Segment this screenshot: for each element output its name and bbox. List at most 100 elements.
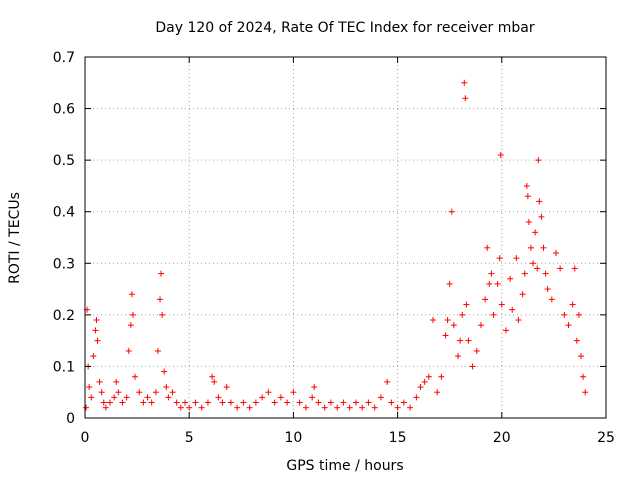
data-point — [461, 79, 468, 86]
data-point — [463, 301, 470, 308]
data-point — [340, 399, 347, 406]
data-point — [102, 404, 109, 411]
data-point — [434, 389, 441, 396]
data-point — [455, 353, 462, 360]
data-point — [132, 373, 139, 380]
data-point — [152, 389, 159, 396]
data-point — [486, 280, 493, 287]
data-point — [311, 384, 318, 391]
data-point — [165, 394, 172, 401]
data-point — [459, 311, 466, 318]
data-point — [204, 399, 211, 406]
data-point — [450, 322, 457, 329]
x-tick-label: 10 — [284, 430, 302, 446]
data-point — [484, 244, 491, 251]
data-point — [113, 378, 120, 385]
data-point — [93, 317, 100, 324]
data-point — [524, 193, 531, 200]
data-point — [240, 399, 247, 406]
data-point — [538, 213, 545, 220]
data-point — [544, 286, 551, 293]
data-point — [488, 270, 495, 277]
data-point — [290, 389, 297, 396]
data-point — [302, 404, 309, 411]
x-tick-label: 0 — [81, 430, 90, 446]
data-point — [127, 322, 134, 329]
data-point — [186, 404, 193, 411]
data-point — [90, 353, 97, 360]
data-point — [394, 404, 401, 411]
data-point — [161, 368, 168, 375]
data-point — [271, 399, 278, 406]
data-point — [496, 255, 503, 262]
axes-layer: 0 0.1 0.2 0.3 0.4 0.5 0.6 0.7 0 5 10 15 20 25 — [53, 50, 615, 446]
data-point — [527, 244, 534, 251]
data-point — [346, 404, 353, 411]
data-point — [157, 296, 164, 303]
y-tick-label: 0.7 — [53, 50, 75, 66]
data-point — [509, 306, 516, 313]
data-point — [490, 311, 497, 318]
data-point — [209, 373, 216, 380]
data-point — [198, 404, 205, 411]
y-tick-label: 0 — [66, 411, 75, 427]
data-point — [321, 404, 328, 411]
data-point — [327, 399, 334, 406]
data-point — [513, 255, 520, 262]
y-tick-label: 0.2 — [53, 308, 75, 324]
data-point — [515, 317, 522, 324]
data-point — [144, 394, 151, 401]
x-tick-label: 25 — [597, 430, 615, 446]
data-point — [534, 265, 541, 272]
data-point — [211, 378, 218, 385]
data-point — [352, 399, 359, 406]
data-point — [315, 399, 322, 406]
data-point — [523, 182, 530, 189]
y-tick-label: 0.6 — [53, 102, 75, 118]
data-point — [535, 157, 542, 164]
data-point — [219, 399, 226, 406]
data-point — [465, 337, 472, 344]
data-point — [482, 296, 489, 303]
data-point — [540, 244, 547, 251]
data-point — [365, 399, 372, 406]
data-point — [525, 219, 532, 226]
data-point — [296, 399, 303, 406]
data-point — [498, 301, 505, 308]
data-point — [128, 291, 135, 298]
y-tick-label: 0.3 — [53, 256, 75, 272]
data-point — [277, 394, 284, 401]
x-tick-label: 5 — [185, 430, 194, 446]
data-point — [502, 327, 509, 334]
data-point — [115, 389, 122, 396]
data-point — [234, 404, 241, 411]
data-point — [532, 229, 539, 236]
data-point — [129, 311, 136, 318]
data-point — [83, 404, 90, 411]
data-point — [159, 311, 166, 318]
data-point — [565, 322, 572, 329]
data-point — [417, 384, 424, 391]
data-point — [158, 270, 165, 277]
data-point — [444, 317, 451, 324]
data-point — [96, 378, 103, 385]
data-point — [494, 280, 501, 287]
data-point — [334, 404, 341, 411]
data-point — [388, 399, 395, 406]
points-layer — [83, 79, 589, 411]
data-point — [421, 378, 428, 385]
data-point — [169, 389, 176, 396]
data-point — [577, 353, 584, 360]
data-point — [215, 394, 222, 401]
data-point — [136, 389, 143, 396]
data-point — [413, 394, 420, 401]
data-point — [571, 265, 578, 272]
data-point — [536, 198, 543, 205]
data-point — [582, 389, 589, 396]
data-point — [561, 311, 568, 318]
data-point — [192, 399, 199, 406]
data-point — [573, 337, 580, 344]
x-tick-label: 20 — [493, 430, 511, 446]
data-point — [100, 399, 107, 406]
data-point — [473, 347, 480, 354]
